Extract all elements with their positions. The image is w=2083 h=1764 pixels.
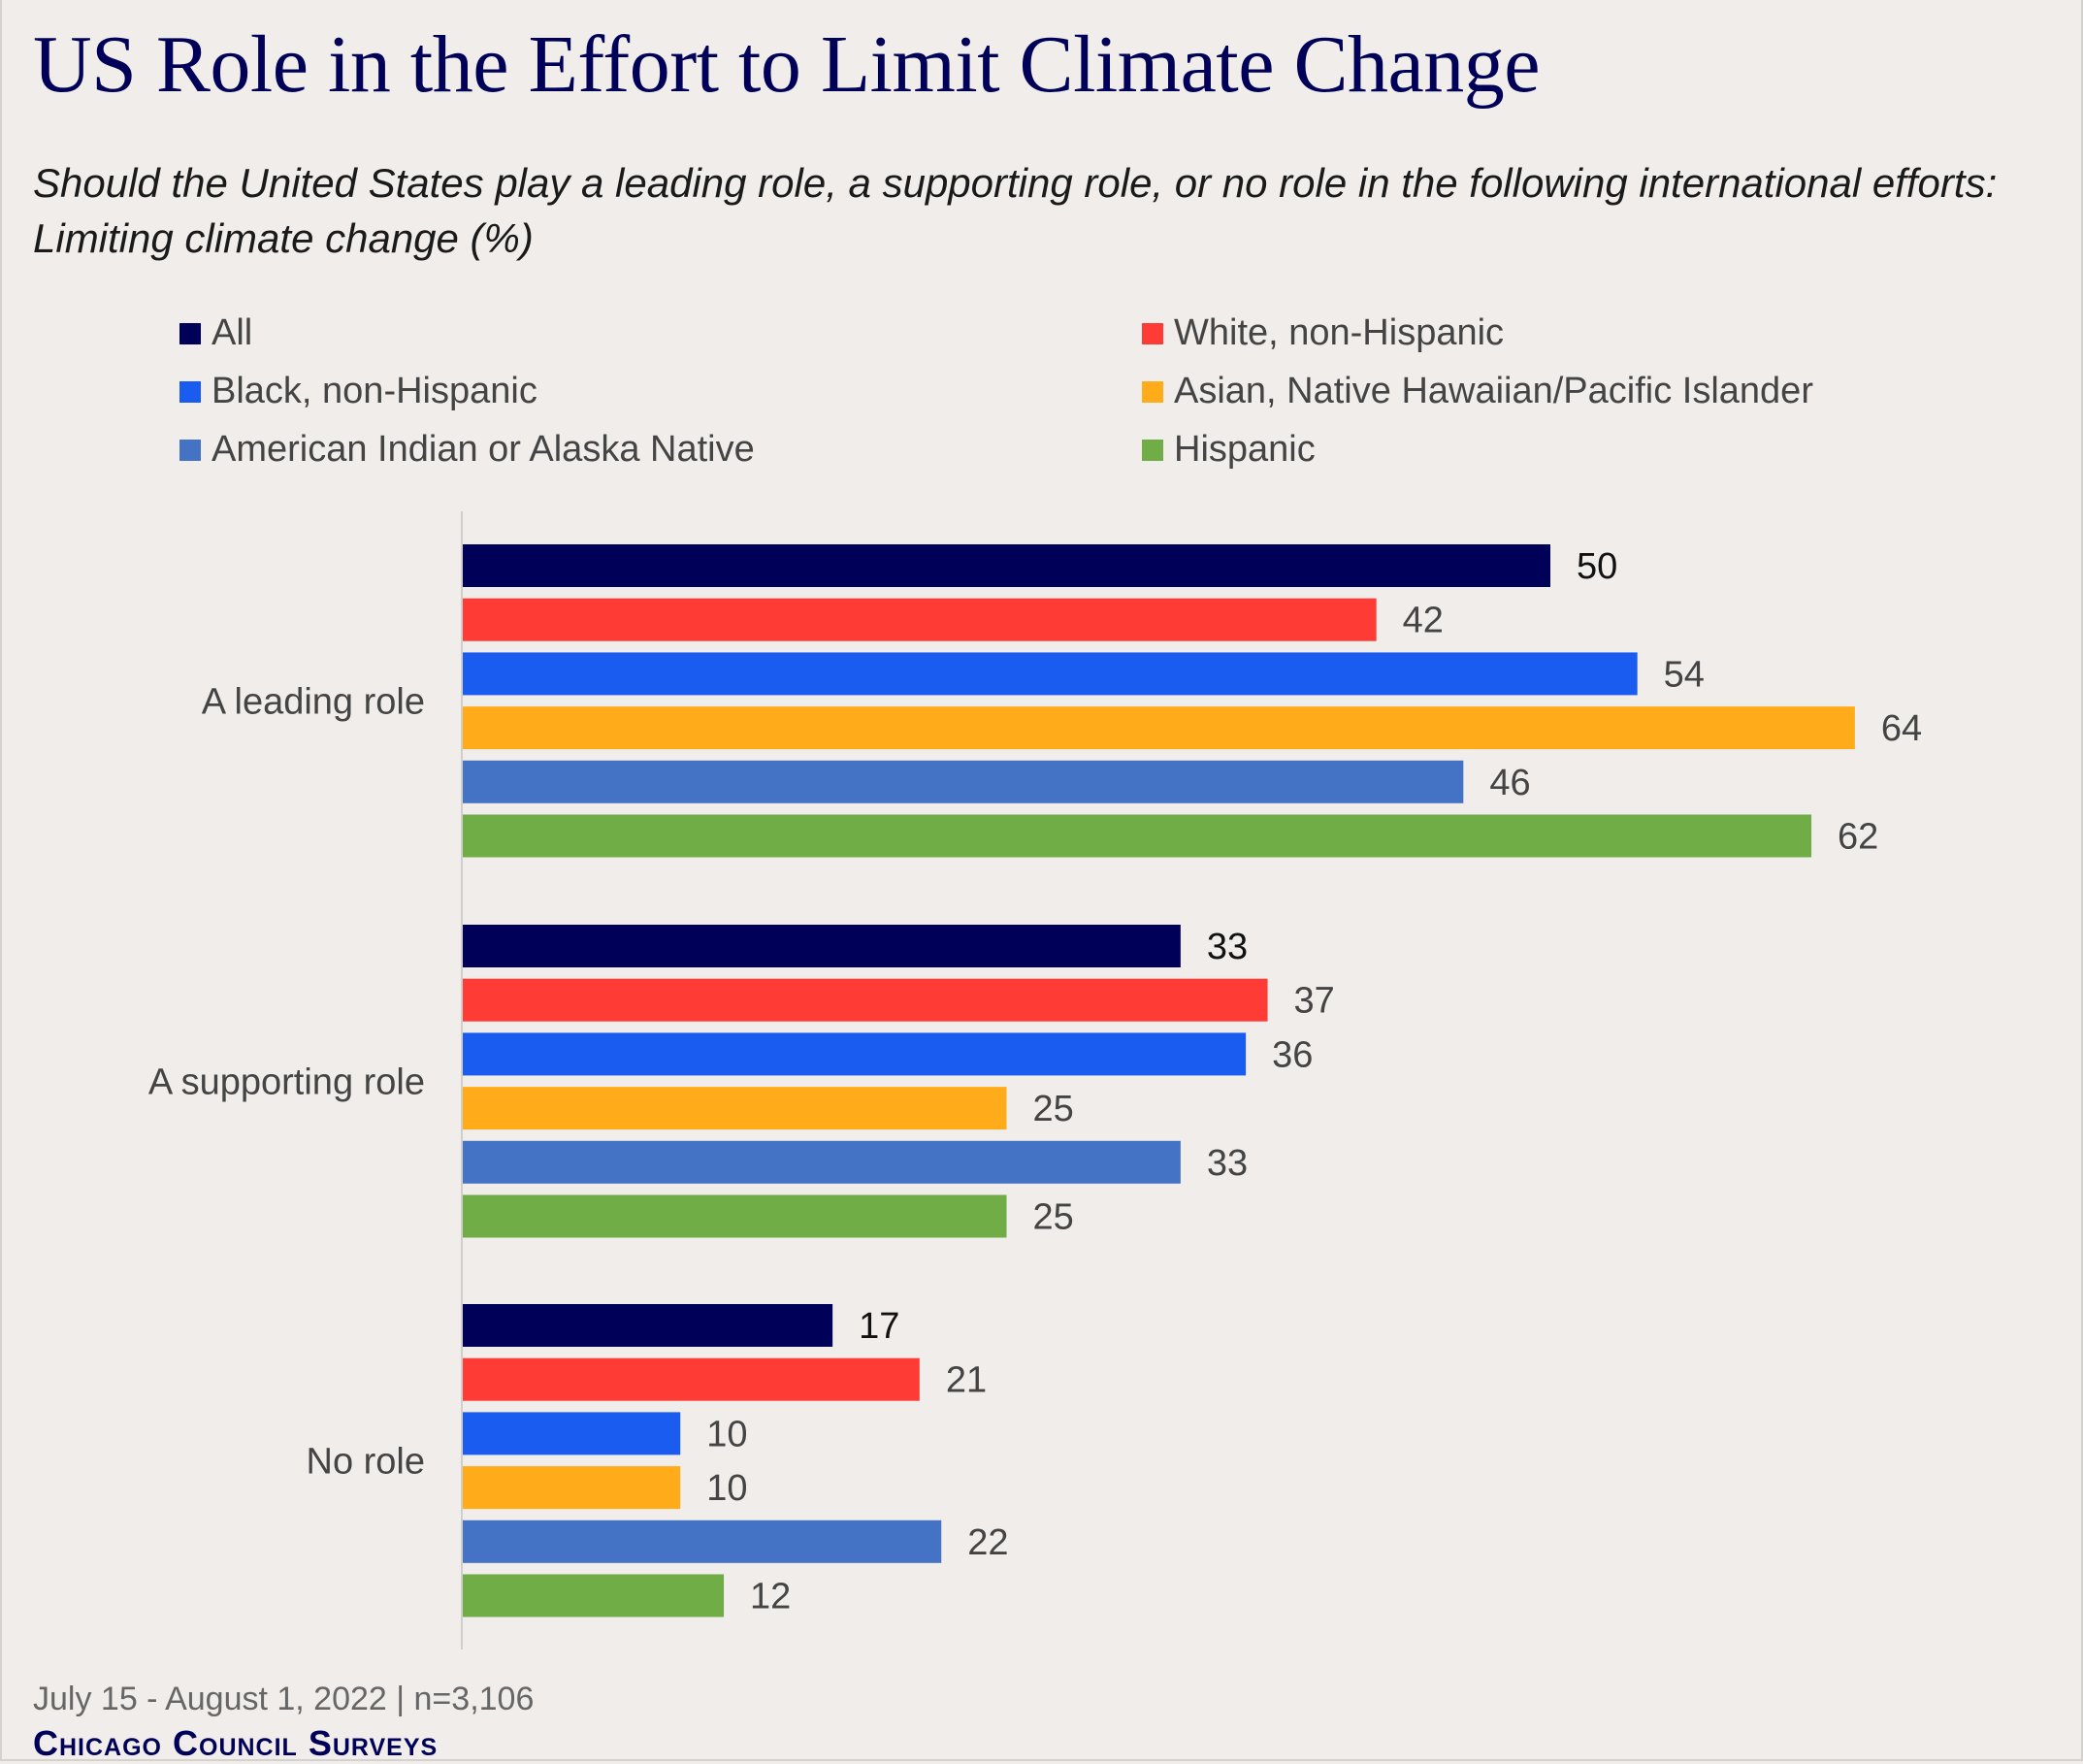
bar bbox=[463, 1412, 681, 1455]
data-label: 54 bbox=[1664, 654, 1705, 695]
footer-date-sample: July 15 - August 1, 2022 | n=3,106 bbox=[33, 1681, 535, 1717]
chart-title: US Role in the Effort to Limit Climate C… bbox=[33, 19, 1541, 110]
bar bbox=[463, 1519, 942, 1563]
data-label: 33 bbox=[1207, 927, 1248, 967]
data-label: 22 bbox=[967, 1522, 1008, 1563]
data-label: 17 bbox=[859, 1306, 899, 1347]
legend-swatch bbox=[1142, 322, 1163, 344]
legend-swatch bbox=[1142, 380, 1163, 403]
legend-item: Black, non-Hispanic bbox=[179, 371, 537, 412]
legend-item: Hispanic bbox=[1142, 429, 1316, 471]
data-label: 25 bbox=[1033, 1197, 1074, 1238]
legend-item: Asian, Native Hawaiian/Pacific Islander bbox=[1142, 371, 1813, 412]
data-label: 33 bbox=[1207, 1143, 1248, 1184]
bar bbox=[463, 706, 1855, 750]
data-label: 10 bbox=[706, 1468, 747, 1509]
data-label: 62 bbox=[1838, 817, 1878, 858]
category-label: A leading role bbox=[202, 681, 425, 722]
category-label: A supporting role bbox=[148, 1062, 425, 1102]
legend-swatch bbox=[179, 322, 201, 344]
bar bbox=[463, 544, 1550, 587]
legend-label: Black, non-Hispanic bbox=[212, 371, 537, 411]
category-label: No role bbox=[307, 1441, 426, 1482]
data-label: 46 bbox=[1489, 763, 1530, 803]
legend-item: All bbox=[179, 312, 252, 354]
bar bbox=[463, 1032, 1247, 1076]
data-label: 36 bbox=[1272, 1034, 1313, 1075]
bar bbox=[463, 1194, 1007, 1238]
bar bbox=[463, 1304, 833, 1347]
legend-label: White, non-Hispanic bbox=[1174, 312, 1505, 353]
bar bbox=[463, 925, 1181, 967]
data-label: 21 bbox=[946, 1360, 987, 1401]
legend-item: American Indian or Alaska Native bbox=[179, 429, 755, 471]
legend-label: All bbox=[212, 312, 253, 353]
data-label: 10 bbox=[706, 1414, 747, 1454]
data-label: 64 bbox=[1881, 708, 1922, 749]
bar bbox=[463, 814, 1812, 858]
legend-swatch bbox=[179, 439, 201, 461]
legend-label: Hispanic bbox=[1174, 429, 1316, 470]
bar bbox=[463, 1140, 1181, 1184]
legend-label: Asian, Native Hawaiian/Pacific Islander bbox=[1174, 371, 1813, 411]
legend-item: White, non-Hispanic bbox=[1142, 312, 1504, 354]
bar bbox=[463, 1466, 681, 1510]
data-label: 42 bbox=[1403, 601, 1444, 641]
chart-subtitle: Should the United States play a leading … bbox=[33, 160, 1998, 261]
legend-swatch bbox=[179, 380, 201, 403]
data-label: 50 bbox=[1577, 546, 1617, 587]
bar bbox=[463, 978, 1268, 1022]
bar bbox=[463, 1357, 920, 1401]
legend-label: American Indian or Alaska Native bbox=[212, 429, 755, 470]
data-label: 25 bbox=[1033, 1089, 1074, 1129]
bar bbox=[463, 1087, 1007, 1130]
bar bbox=[463, 760, 1464, 803]
data-label: 37 bbox=[1294, 981, 1335, 1022]
bar bbox=[463, 652, 1638, 696]
bar bbox=[463, 598, 1377, 641]
legend-swatch bbox=[1142, 439, 1163, 461]
bar bbox=[463, 1574, 725, 1617]
footer-brand: Chicago Council Surveys bbox=[33, 1723, 439, 1763]
data-label: 12 bbox=[750, 1577, 791, 1617]
